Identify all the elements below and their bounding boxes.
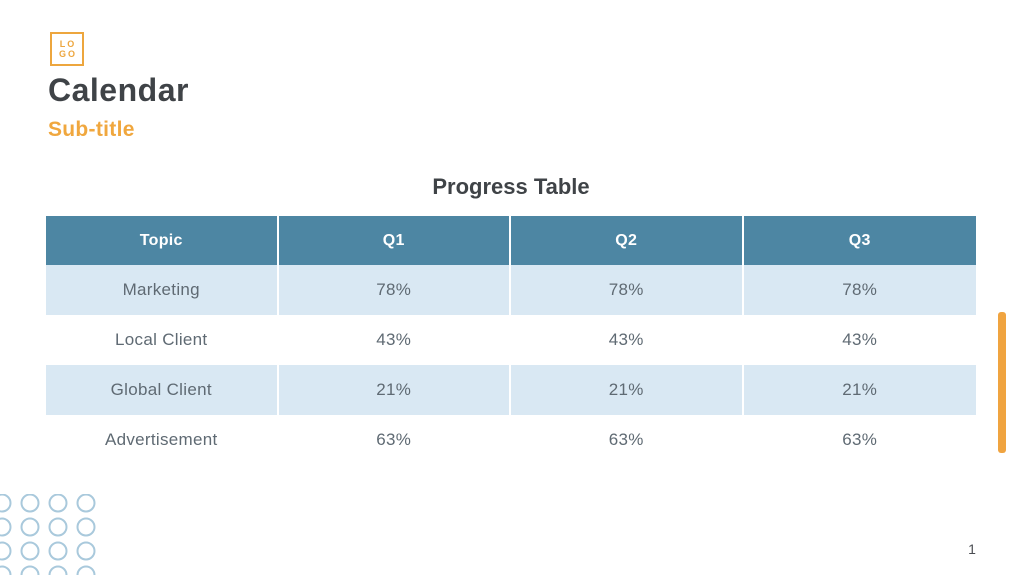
- cell-q1: 21%: [279, 365, 511, 415]
- column-header-topic: Topic: [46, 216, 279, 265]
- column-header-q1: Q1: [279, 216, 511, 265]
- cell-topic: Local Client: [46, 315, 279, 365]
- slide-subtitle: Sub-title: [48, 118, 135, 141]
- cell-q3: 21%: [842, 380, 878, 399]
- cell-q2: 63%: [511, 415, 744, 465]
- logo: LO GO: [50, 32, 84, 66]
- cell-topic: Global Client: [46, 365, 279, 415]
- logo-line-1: LO: [59, 39, 77, 49]
- table-row: Global Client 21% 21% 21%: [46, 365, 976, 415]
- cell-q1: 43%: [279, 315, 511, 365]
- table-row: Marketing 78% 78% 78%: [46, 265, 976, 315]
- cell-q2: 43%: [511, 315, 744, 365]
- progress-table: Topic Q1 Q2 Q3 Marketing 78% 78% 78% Loc…: [46, 216, 976, 465]
- page-number: 1: [968, 541, 976, 557]
- cell-topic: Advertisement: [46, 415, 279, 465]
- cell-q3: 43%: [842, 330, 878, 349]
- cell-q1: 78%: [279, 265, 511, 315]
- table-header-row: Topic Q1 Q2 Q3: [46, 216, 976, 265]
- cell-q2: 21%: [511, 365, 744, 415]
- cell-topic: Marketing: [46, 265, 279, 315]
- logo-line-2: GO: [58, 49, 77, 59]
- cell-q3: 78%: [842, 280, 878, 299]
- cell-q2: 78%: [511, 265, 744, 315]
- dot-grid-decoration: [0, 494, 96, 575]
- progress-table-section: Progress Table Topic Q1 Q2 Q3 Marketing …: [46, 174, 976, 465]
- table-row: Local Client 43% 43% 43%: [46, 315, 976, 365]
- table-row: Advertisement 63% 63% 63%: [46, 415, 976, 465]
- column-header-q2: Q2: [511, 216, 744, 265]
- table-title: Progress Table: [432, 174, 590, 199]
- cell-q3: 63%: [842, 430, 878, 449]
- cell-q1: 63%: [279, 415, 511, 465]
- accent-bar: [998, 312, 1006, 453]
- slide-title: Calendar: [48, 72, 189, 108]
- column-header-q3: Q3: [848, 231, 871, 249]
